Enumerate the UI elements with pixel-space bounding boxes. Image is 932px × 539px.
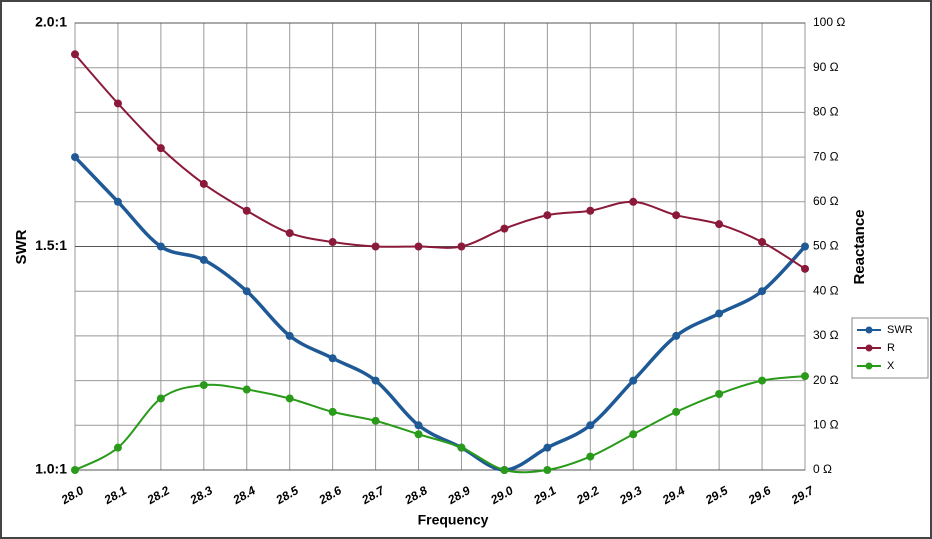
data-point (758, 238, 767, 247)
data-point (285, 331, 294, 340)
data-point (285, 394, 294, 403)
data-point (71, 466, 79, 474)
data-point (586, 206, 595, 215)
y2-tick-label: 50 Ω (813, 239, 839, 253)
data-point (629, 430, 638, 439)
data-point (71, 50, 79, 59)
data-point (457, 443, 466, 452)
data-point (672, 407, 681, 416)
data-point (156, 242, 165, 251)
data-point (371, 376, 380, 385)
y2-tick-label: 40 Ω (813, 283, 839, 297)
data-point (371, 242, 380, 251)
x-axis-title: Frequency (418, 512, 489, 528)
data-point (629, 376, 638, 385)
y2-tick-label: 0 Ω (813, 462, 832, 476)
data-point (758, 376, 767, 385)
y-tick-label: 1.5:1 (35, 237, 67, 253)
data-point (199, 381, 208, 390)
data-point (199, 255, 208, 264)
data-point (113, 443, 122, 452)
data-point (328, 354, 337, 363)
y2-tick-label: 100 Ω (813, 15, 845, 29)
data-point (414, 430, 423, 439)
y-tick-label: 1.0:1 (35, 461, 67, 477)
data-point (801, 242, 809, 251)
y2-axis-title: Reactance (851, 209, 868, 284)
legend-marker (865, 362, 873, 370)
legend-label: SWR (887, 324, 913, 336)
y-tick-label: 2.0:1 (35, 14, 67, 30)
data-point (113, 99, 122, 108)
y2-tick-label: 90 Ω (813, 60, 839, 74)
data-point (242, 287, 251, 296)
data-point (758, 287, 767, 296)
y2-tick-label: 60 Ω (813, 194, 839, 208)
data-point (328, 407, 337, 416)
data-point (801, 264, 809, 273)
data-point (543, 466, 552, 474)
y2-tick-label: 80 Ω (813, 105, 839, 119)
data-point (414, 242, 423, 251)
data-point (113, 197, 122, 206)
data-point (414, 421, 423, 430)
data-point (672, 331, 681, 340)
data-point (457, 242, 466, 251)
data-point (71, 153, 79, 162)
data-point (242, 206, 251, 215)
data-point (629, 197, 638, 206)
y2-tick-label: 20 Ω (813, 373, 839, 387)
data-point (199, 179, 208, 188)
data-point (715, 220, 724, 229)
data-point (586, 421, 595, 430)
y2-tick-label: 10 Ω (813, 417, 839, 431)
data-point (801, 372, 809, 381)
data-point (242, 385, 251, 394)
legend-label: R (887, 342, 895, 354)
legend-marker (865, 326, 873, 334)
data-point (543, 443, 552, 452)
legend-marker (865, 344, 873, 352)
y2-tick-label: 70 Ω (813, 149, 839, 163)
data-point (672, 211, 681, 220)
y2-tick-label: 30 Ω (813, 328, 839, 342)
legend-label: X (887, 360, 895, 372)
y-axis-title: SWR (13, 229, 30, 264)
data-point (715, 390, 724, 399)
data-point (543, 211, 552, 220)
data-point (371, 416, 380, 425)
data-point (156, 144, 165, 153)
data-point (586, 452, 595, 461)
data-point (156, 394, 165, 403)
data-point (328, 238, 337, 247)
data-point (285, 229, 294, 238)
data-point (500, 224, 509, 233)
data-point (500, 466, 509, 474)
data-point (715, 309, 724, 318)
